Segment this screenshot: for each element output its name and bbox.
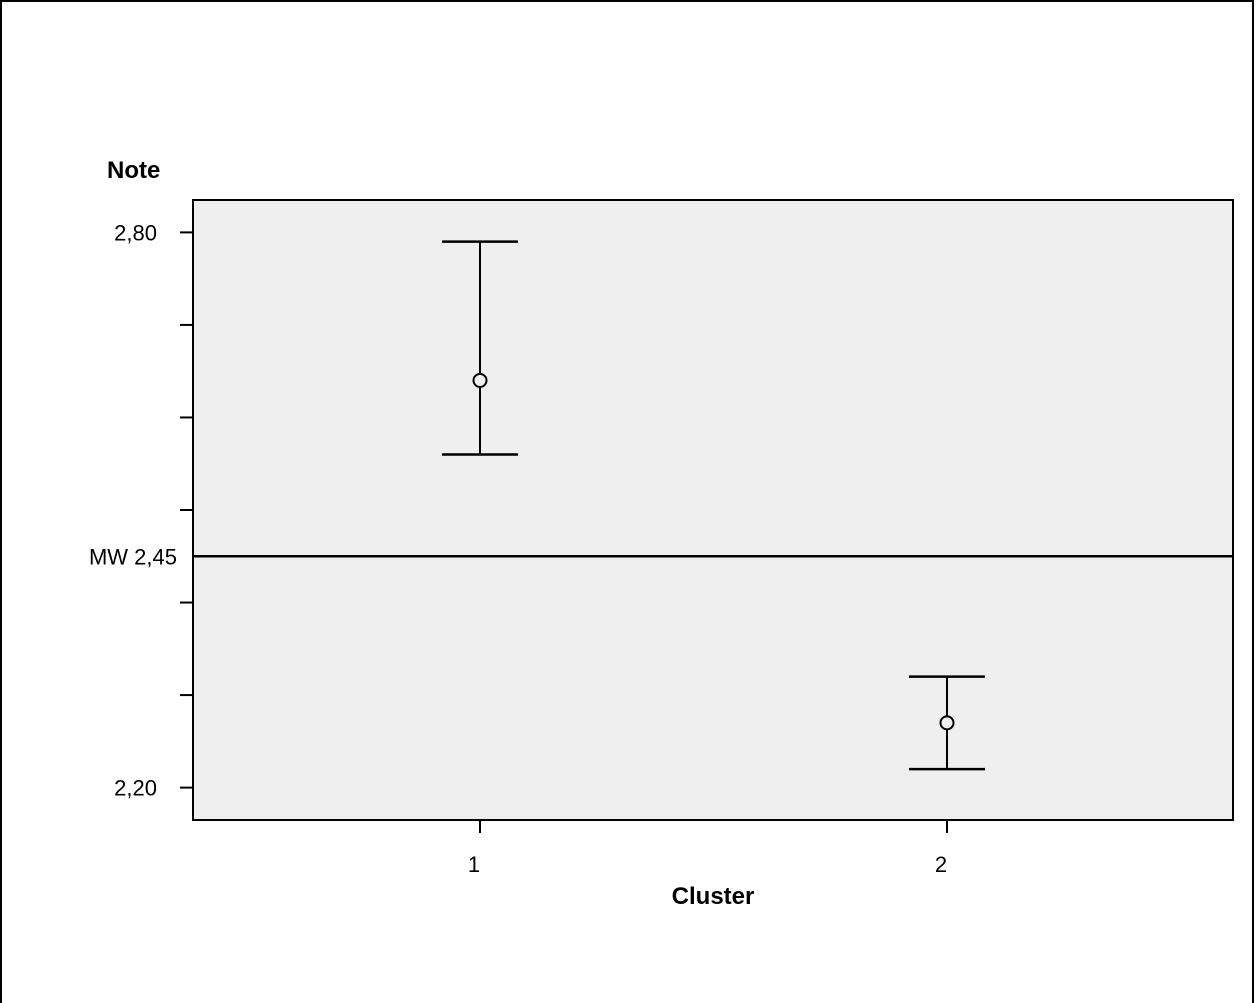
mean-marker — [472, 372, 488, 388]
x-tick-label: 1 — [468, 852, 480, 877]
error-bars — [442, 240, 985, 771]
reference-line-label: MW 2,45 — [89, 544, 177, 569]
x-tick-label: 2 — [935, 852, 947, 877]
y-axis: 2,20 2,80 — [114, 220, 193, 801]
error-bar-cluster-2 — [909, 675, 985, 771]
reference-line-group: MW 2,45 — [89, 544, 1233, 569]
mean-marker — [939, 715, 955, 731]
x-axis-title: Cluster — [672, 883, 755, 910]
y-tick-label: 2,80 — [114, 220, 157, 245]
y-axis-title: Note — [107, 157, 160, 184]
error-bar-cluster-1 — [442, 240, 518, 456]
y-tick-label: 2,20 — [114, 776, 157, 801]
plot-area — [192, 199, 1234, 821]
